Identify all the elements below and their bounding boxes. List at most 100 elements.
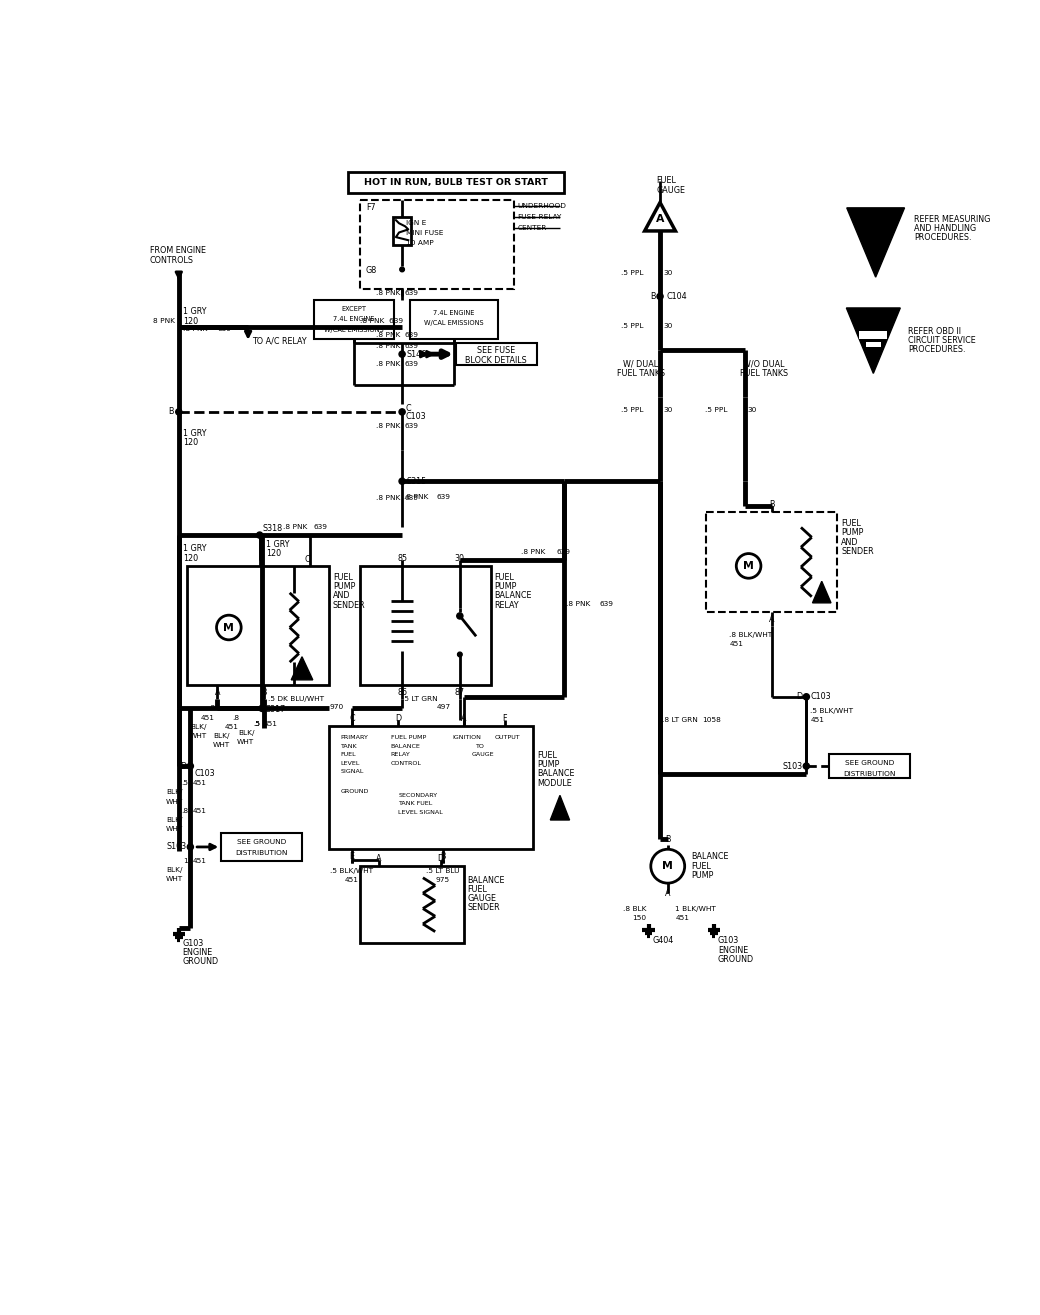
- Text: 30: 30: [664, 322, 673, 329]
- Text: MINI FUSE: MINI FUSE: [406, 230, 443, 237]
- Text: BALANCE: BALANCE: [391, 743, 420, 748]
- Text: DISTRIBUTION: DISTRIBUTION: [235, 849, 287, 856]
- Text: EXCEPT: EXCEPT: [341, 306, 366, 313]
- Text: PUMP: PUMP: [841, 529, 863, 538]
- Text: .8 PNK: .8 PNK: [376, 496, 400, 501]
- Text: AND: AND: [333, 592, 350, 601]
- Text: S103: S103: [782, 761, 803, 771]
- Text: BLK/: BLK/: [238, 730, 254, 736]
- Text: .8 PNK: .8 PNK: [183, 326, 208, 331]
- Text: 120: 120: [183, 438, 199, 447]
- Text: FUEL PUMP: FUEL PUMP: [391, 735, 426, 740]
- Text: F: F: [502, 714, 506, 723]
- Text: .8 BLK/WHT: .8 BLK/WHT: [729, 633, 773, 638]
- Text: 30: 30: [454, 554, 465, 563]
- Text: 639: 639: [405, 496, 418, 501]
- Text: S318: S318: [263, 525, 283, 534]
- Text: .8: .8: [232, 714, 239, 721]
- Text: SENDER: SENDER: [468, 903, 500, 913]
- Text: 639: 639: [556, 550, 570, 555]
- Bar: [186, 565, 329, 685]
- Circle shape: [399, 267, 405, 272]
- Text: PUMP: PUMP: [333, 583, 356, 592]
- Text: FUEL: FUEL: [494, 573, 515, 583]
- Text: REFER MEASURING: REFER MEASURING: [914, 214, 990, 224]
- Text: 639: 639: [313, 525, 328, 530]
- Text: S317: S317: [265, 705, 285, 714]
- Text: PUMP: PUMP: [537, 760, 560, 769]
- Text: C: C: [305, 555, 310, 564]
- Text: D: D: [438, 853, 444, 863]
- Bar: [348, 172, 564, 193]
- Text: F7: F7: [366, 204, 375, 212]
- Text: BALANCE: BALANCE: [691, 852, 728, 861]
- Text: CIRCUIT SERVICE: CIRCUIT SERVICE: [908, 335, 976, 345]
- Text: 1 GRY: 1 GRY: [183, 544, 207, 554]
- Circle shape: [457, 613, 463, 619]
- Text: .8 LT GRN: .8 LT GRN: [662, 717, 698, 723]
- Text: SENDER: SENDER: [841, 547, 874, 556]
- Text: SIGNAL: SIGNAL: [340, 769, 364, 775]
- Text: WHT: WHT: [212, 742, 230, 748]
- Text: .8 BLK: .8 BLK: [623, 906, 646, 911]
- Text: CONTROLS: CONTROLS: [150, 255, 193, 264]
- Text: C: C: [406, 404, 411, 413]
- Text: PROCEDURES.: PROCEDURES.: [914, 233, 971, 242]
- Text: .5 LT GRN: .5 LT GRN: [402, 696, 438, 702]
- Text: .8: .8: [208, 705, 215, 711]
- Text: PROCEDURES.: PROCEDURES.: [908, 345, 965, 354]
- Text: .8 PNK: .8 PNK: [405, 493, 428, 500]
- Bar: [859, 331, 887, 339]
- Text: AND: AND: [841, 538, 858, 547]
- Circle shape: [803, 694, 809, 700]
- Text: CENTER: CENTER: [518, 225, 547, 231]
- Text: .5 PPL: .5 PPL: [621, 322, 643, 329]
- Text: RELAY: RELAY: [494, 601, 519, 610]
- Text: FUEL TANKS: FUEL TANKS: [739, 370, 788, 377]
- Text: .8 PNK: .8 PNK: [376, 362, 400, 367]
- Bar: [360, 200, 514, 289]
- Text: BALANCE: BALANCE: [468, 876, 505, 885]
- Text: .5 PPL: .5 PPL: [621, 408, 643, 413]
- Polygon shape: [550, 796, 570, 821]
- Text: S146: S146: [407, 350, 426, 359]
- Text: BLOCK DETAILS: BLOCK DETAILS: [465, 356, 527, 364]
- Text: FUEL: FUEL: [537, 751, 556, 760]
- Bar: [393, 217, 412, 245]
- Text: S315: S315: [407, 477, 427, 485]
- Text: 1 GRY: 1 GRY: [183, 429, 207, 438]
- Text: 451: 451: [263, 721, 278, 727]
- Text: GAUGE: GAUGE: [471, 752, 494, 757]
- Text: C103: C103: [194, 769, 215, 778]
- Circle shape: [657, 293, 664, 300]
- Text: FUEL: FUEL: [691, 861, 710, 871]
- Text: MODULE: MODULE: [537, 778, 572, 788]
- Text: .5: .5: [254, 721, 260, 727]
- Text: 639: 639: [405, 422, 418, 429]
- Text: TO: TO: [475, 743, 485, 748]
- Text: 1: 1: [183, 857, 188, 864]
- Circle shape: [651, 849, 684, 884]
- Text: B: B: [650, 292, 655, 301]
- Text: SEE FUSE: SEE FUSE: [477, 346, 515, 355]
- Text: .8 PNK: .8 PNK: [566, 601, 591, 608]
- Text: FUEL: FUEL: [841, 519, 861, 529]
- Text: 85: 85: [397, 554, 408, 563]
- Text: S103: S103: [166, 843, 186, 851]
- Text: .5 DK BLU/WHT: .5 DK BLU/WHT: [268, 696, 324, 702]
- Text: AND HANDLING: AND HANDLING: [914, 224, 977, 233]
- Text: .5 PPL: .5 PPL: [621, 271, 643, 276]
- Text: WHT: WHT: [165, 798, 183, 805]
- Circle shape: [259, 705, 265, 711]
- Text: .5 BLK/WHT: .5 BLK/WHT: [331, 868, 373, 874]
- Text: 7.4L ENGINE: 7.4L ENGINE: [434, 309, 475, 316]
- Text: C: C: [349, 714, 355, 723]
- Text: FUEL: FUEL: [656, 176, 676, 185]
- Bar: [360, 565, 491, 685]
- Text: WHT: WHT: [165, 876, 183, 882]
- Text: ENGINE: ENGINE: [718, 945, 748, 955]
- Text: IGN E: IGN E: [406, 220, 426, 226]
- Text: 7.4L ENGINE: 7.4L ENGINE: [333, 316, 374, 322]
- Circle shape: [399, 409, 406, 416]
- Text: 639: 639: [405, 291, 418, 296]
